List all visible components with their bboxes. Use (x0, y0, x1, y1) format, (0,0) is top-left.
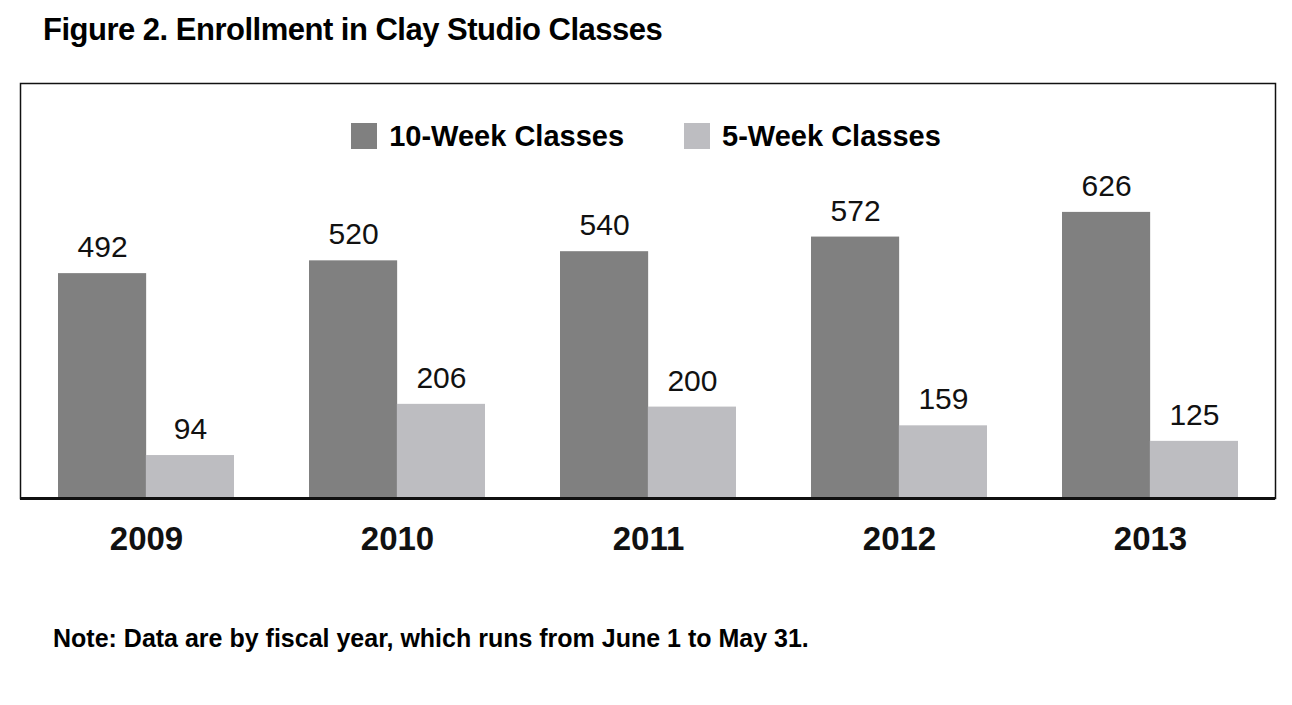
svg-text:2010: 2010 (361, 520, 434, 557)
svg-text:125: 125 (1169, 398, 1219, 431)
html-text:5-Week Classes: 5-Week Classes (722, 119, 941, 152)
svg-text:2013: 2013 (1114, 520, 1187, 557)
svg-text:2011: 2011 (613, 520, 685, 557)
html-text:Note: Data are by fiscal year,: Note: Data are by fiscal year, which run… (53, 624, 809, 652)
svg-text:159: 159 (918, 382, 968, 415)
svg-text:206: 206 (416, 361, 466, 394)
svg-text:520: 520 (329, 217, 379, 250)
svg-text:2012: 2012 (863, 520, 936, 557)
html-text:10-Week Classes: 10-Week Classes (389, 119, 625, 152)
svg-text:626: 626 (1082, 169, 1132, 202)
svg-text:492: 492 (78, 230, 128, 263)
html-text:Figure 2. Enrollment in Clay S: Figure 2. Enrollment in Clay Studio Clas… (43, 12, 663, 47)
svg-text:2009: 2009 (110, 520, 183, 557)
svg-text:540: 540 (580, 208, 630, 241)
svg-text:94: 94 (174, 412, 207, 445)
svg-text:200: 200 (667, 364, 717, 397)
svg-text:572: 572 (831, 194, 881, 227)
